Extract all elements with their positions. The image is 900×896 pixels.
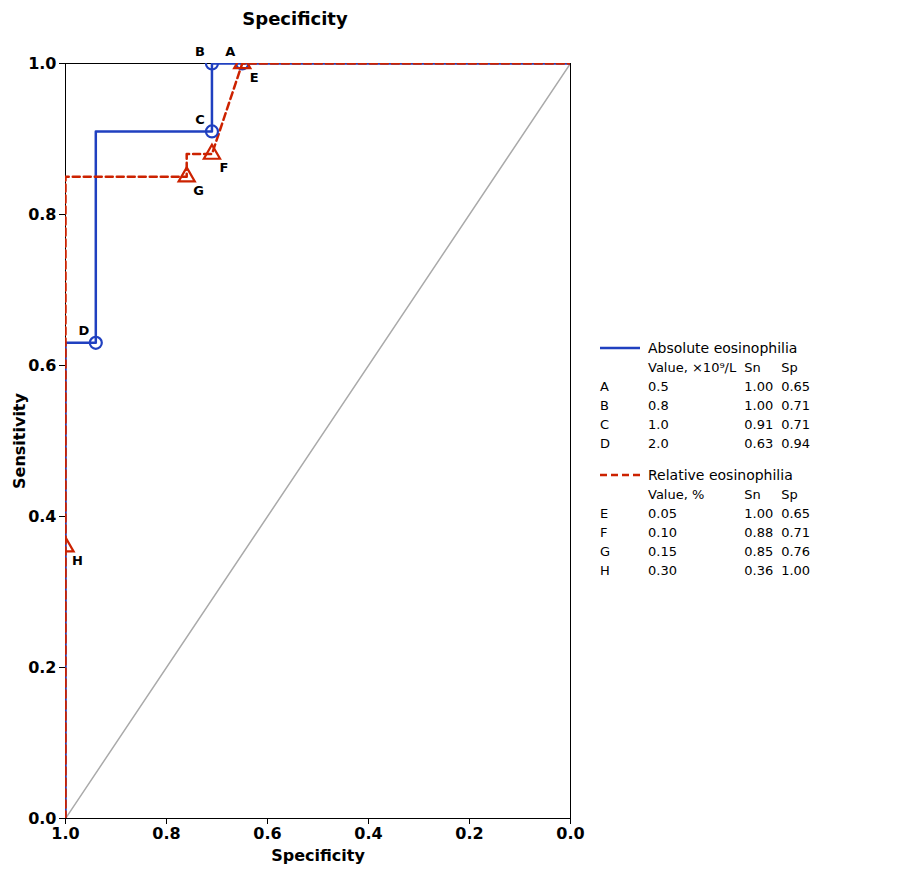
svg-text:0.6: 0.6: [253, 824, 281, 843]
html-text:H: H: [600, 563, 610, 578]
html-text:1.00: 1.00: [744, 398, 774, 413]
svg-text:0.8: 0.8: [28, 205, 56, 224]
html-text:0.5: 0.5: [648, 379, 669, 394]
html-text:A: A: [600, 379, 609, 394]
html-text:Value, %: Value, %: [648, 487, 705, 502]
svg-text:A: A: [225, 44, 235, 59]
html-text:0.8: 0.8: [648, 398, 669, 413]
html-text:0.63: 0.63: [744, 436, 774, 451]
html-text:0.36: 0.36: [744, 563, 774, 578]
html-text:1.00: 1.00: [744, 506, 774, 521]
html-text:Value, ×10⁹/L: Value, ×10⁹/L: [648, 360, 737, 375]
svg-text:E: E: [250, 70, 259, 85]
html-text:Specificity: Specificity: [242, 8, 348, 29]
html-text:F: F: [600, 525, 608, 540]
html-text:E: E: [600, 506, 609, 521]
svg-text:B: B: [195, 44, 205, 59]
html-text:1.0: 1.0: [648, 417, 669, 432]
html-text:Relative eosinophilia: Relative eosinophilia: [648, 467, 793, 483]
svg-text:0.8: 0.8: [152, 824, 180, 843]
html-text:0.30: 0.30: [648, 563, 677, 578]
html-text:B: B: [600, 398, 609, 413]
svg-text:F: F: [220, 160, 229, 175]
svg-text:0.2: 0.2: [28, 658, 56, 677]
html-text:Absolute eosinophilia: Absolute eosinophilia: [648, 340, 798, 356]
svg-text:H: H: [72, 553, 83, 568]
html-text:1.00: 1.00: [744, 379, 774, 394]
html-text:0.88: 0.88: [744, 525, 774, 540]
html-text:2.0: 2.0: [648, 436, 669, 451]
html-text:0.71: 0.71: [781, 417, 811, 432]
svg-text:1.0: 1.0: [28, 54, 56, 73]
svg-text:Specificity: Specificity: [271, 846, 365, 865]
html-text:C: C: [600, 417, 610, 432]
svg-text:0.4: 0.4: [28, 507, 56, 526]
html-text:0.65: 0.65: [781, 379, 811, 394]
html-text:Sp: Sp: [781, 360, 798, 375]
html-text:0.71: 0.71: [781, 525, 811, 540]
svg-text:C: C: [195, 112, 205, 127]
html-text:0.76: 0.76: [781, 544, 811, 559]
svg-text:Sensitivity: Sensitivity: [10, 392, 29, 488]
html-text:0.65: 0.65: [781, 506, 811, 521]
html-text:0.10: 0.10: [648, 525, 677, 540]
html-text:G: G: [600, 544, 611, 559]
html-text:Sn: Sn: [744, 487, 761, 502]
html-text:D: D: [600, 436, 610, 451]
svg-text:0.4: 0.4: [354, 824, 382, 843]
html-text:0.85: 0.85: [744, 544, 774, 559]
svg-text:0.0: 0.0: [28, 808, 57, 828]
svg-text:0.0: 0.0: [556, 824, 584, 843]
html-text:1.00: 1.00: [781, 563, 811, 578]
svg-text:0.2: 0.2: [455, 824, 483, 843]
html-text:0.91: 0.91: [744, 417, 774, 432]
html-text:0.05: 0.05: [648, 506, 677, 521]
html-text:0.15: 0.15: [648, 544, 677, 559]
svg-text:1.0: 1.0: [51, 824, 79, 843]
html-text:0.71: 0.71: [781, 398, 811, 413]
html-text:Sn: Sn: [744, 360, 761, 375]
html-text:0.94: 0.94: [781, 436, 811, 451]
svg-text:0.6: 0.6: [28, 356, 56, 375]
svg-text:G: G: [193, 183, 204, 198]
svg-text:D: D: [78, 323, 89, 338]
html-text:Sp: Sp: [781, 487, 798, 502]
